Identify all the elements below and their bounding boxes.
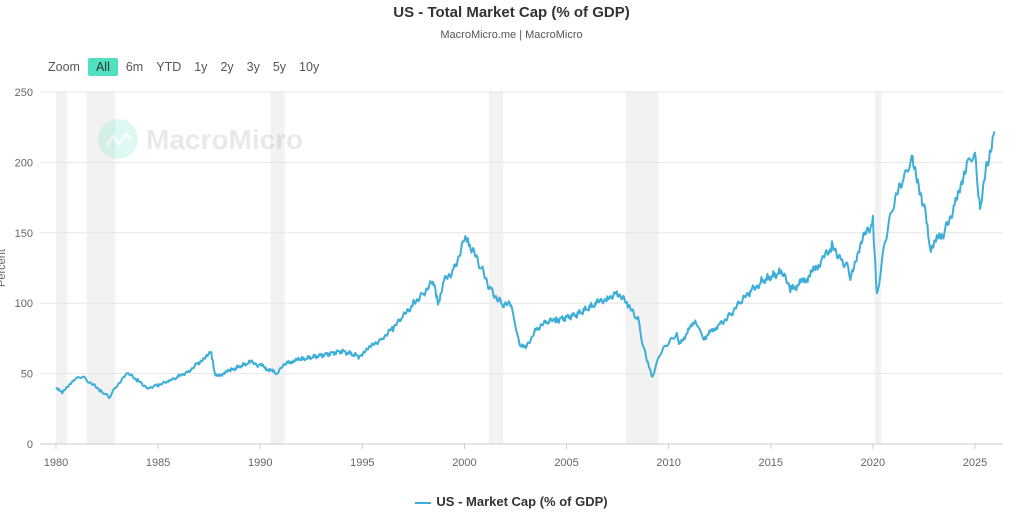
- zoom-selector: Zoom All 6m YTD 1y 2y 3y 5y 10y: [48, 58, 327, 76]
- y-tick-label: 250: [15, 87, 33, 99]
- x-tick-label: 1985: [146, 457, 170, 469]
- recession-band: [488, 92, 504, 444]
- x-tick-label: 2025: [963, 457, 987, 469]
- x-tick-label: 2000: [452, 457, 476, 469]
- zoom-10y-button[interactable]: 10y: [299, 60, 320, 74]
- x-tick-label: 1995: [350, 457, 374, 469]
- zoom-6m-button[interactable]: 6m: [125, 60, 144, 74]
- zoom-5y-button[interactable]: 5y: [272, 60, 287, 74]
- zoom-ytd-button[interactable]: YTD: [156, 60, 182, 74]
- zoom-3y-button[interactable]: 3y: [246, 60, 260, 74]
- y-tick-label: 50: [21, 369, 33, 381]
- y-tick-label: 100: [15, 298, 33, 310]
- legend-item[interactable]: US - Market Cap (% of GDP): [0, 494, 1023, 509]
- x-tick-label: 1990: [248, 457, 272, 469]
- y-tick-label: 0: [27, 439, 33, 451]
- watermark-text: MacroMicro: [146, 124, 303, 155]
- y-tick-label: 200: [15, 157, 33, 169]
- chart-title: US - Total Market Cap (% of GDP): [393, 4, 630, 21]
- legend-label: US - Market Cap (% of GDP): [436, 494, 608, 509]
- x-tick-label: 2020: [861, 457, 885, 469]
- zoom-2y-button[interactable]: 2y: [220, 60, 234, 74]
- zoom-1y-button[interactable]: 1y: [194, 60, 208, 74]
- recession-band: [56, 92, 68, 444]
- recession-band: [86, 92, 116, 444]
- x-tick-label: 2005: [554, 457, 578, 469]
- zoom-label: Zoom: [48, 60, 80, 74]
- watermark-logo-glyph: [104, 132, 132, 147]
- recession-band: [874, 92, 882, 444]
- watermark-logo-icon: [98, 119, 138, 159]
- series-line-market-cap: [55, 131, 996, 400]
- recession-band: [625, 92, 659, 444]
- watermark: MacroMicro: [98, 119, 303, 159]
- y-tick-label: 150: [15, 228, 33, 240]
- legend-line-icon: [415, 501, 432, 504]
- zoom-all-button[interactable]: All: [87, 58, 118, 76]
- x-tick-label: 2015: [759, 457, 783, 469]
- recession-band: [270, 92, 285, 444]
- chart-subtitle: MacroMicro.me | MacroMicro: [440, 29, 583, 41]
- y-axis-label: Percent: [0, 249, 8, 287]
- x-tick-label: 2010: [656, 457, 680, 469]
- x-tick-label: 1980: [44, 457, 68, 469]
